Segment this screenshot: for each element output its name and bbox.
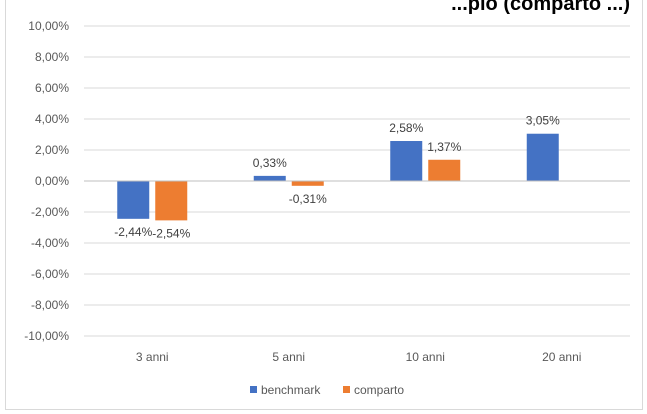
y-tick-label: 8,00% <box>35 50 69 64</box>
y-axis-ticks: 10,00% 8,00% 6,00% 4,00% 2,00% 0,00% -2,00% -4,… <box>24 19 69 343</box>
y-tick-label: -8,00% <box>31 298 69 312</box>
legend-swatch-comparto <box>343 386 350 393</box>
y-tick-label: 0,00% <box>35 174 69 188</box>
y-tick-label: -2,00% <box>31 205 69 219</box>
x-tick-label: 10 anni <box>406 350 445 364</box>
x-tick-label: 5 anni <box>272 350 305 364</box>
bar-benchmark <box>390 141 423 181</box>
legend-swatch-benchmark <box>250 386 257 393</box>
x-tick-label: 20 anni <box>542 350 581 364</box>
y-tick-label: 10,00% <box>28 19 69 33</box>
data-label: -2,44% <box>114 225 152 239</box>
bar-benchmark <box>526 133 559 181</box>
x-tick-label: 3 anni <box>136 350 169 364</box>
y-tick-label: 6,00% <box>35 81 69 95</box>
chart-title: ...pio (comparto ...) <box>451 0 630 15</box>
bars <box>117 133 559 221</box>
chart-frame <box>5 0 643 410</box>
y-tick-label: 4,00% <box>35 112 69 126</box>
bar-comparto <box>155 181 188 221</box>
bar-comparto <box>291 181 324 186</box>
y-tick-label: 2,00% <box>35 143 69 157</box>
data-label: 0,33% <box>253 156 287 170</box>
y-tick-label: -10,00% <box>24 329 69 343</box>
y-tick-label: -6,00% <box>31 267 69 281</box>
bar-benchmark <box>117 181 150 219</box>
legend: benchmark comparto <box>250 383 404 397</box>
data-label: 2,58% <box>389 121 423 135</box>
legend-label: benchmark <box>261 383 321 397</box>
bar-comparto <box>428 159 461 181</box>
data-label: -2,54% <box>152 226 190 240</box>
data-label: 1,37% <box>427 140 461 154</box>
data-label: 3,05% <box>526 114 560 128</box>
bar-benchmark <box>253 175 286 181</box>
legend-label: comparto <box>354 383 404 397</box>
data-labels: -2,44% -2,54% 0,33% -0,31% 2,58% 1,37% 3,05% <box>114 114 560 241</box>
y-tick-label: -4,00% <box>31 236 69 250</box>
data-label: -0,31% <box>289 192 327 206</box>
x-axis-ticks: 3 anni 5 anni 10 anni 20 anni <box>136 350 582 364</box>
